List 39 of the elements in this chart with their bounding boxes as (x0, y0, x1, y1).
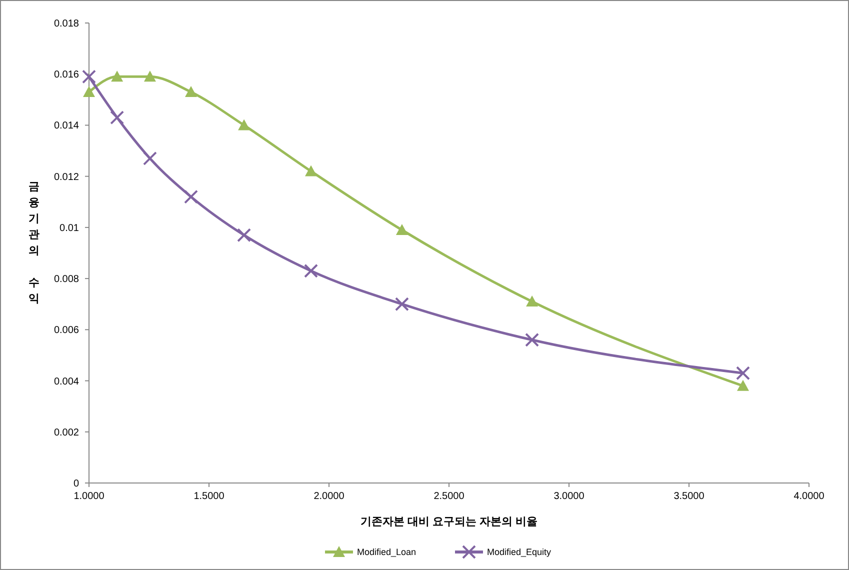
point (110, 110, 124, 125)
x-tick-label: 3.0000 (554, 491, 585, 502)
y-tick-label: 0.008 (54, 274, 80, 286)
legend-label: Modified_Equity (487, 547, 552, 558)
y-tick-label: 0.01 (60, 222, 80, 234)
point (305, 165, 317, 176)
y-tick-label: 0.016 (54, 70, 80, 81)
y-tick-label: 0.014 (54, 120, 80, 132)
point (394, 297, 409, 312)
y-tick-label: 0.004 (54, 376, 80, 388)
x-tick-label: 1.0000 (74, 491, 105, 502)
point (737, 380, 749, 391)
x-tick-label: 1.5000 (194, 491, 225, 502)
point (142, 151, 157, 166)
point (111, 70, 124, 82)
x-axis-title: 기존자본 대비 요구되는 자본의 비율 (360, 516, 538, 528)
point (238, 119, 250, 130)
point (83, 86, 95, 97)
y-tick-label: 0.006 (54, 325, 80, 336)
x-tick-label: 4.0000 (794, 491, 825, 502)
y-tick-label: 0.002 (54, 427, 80, 438)
x-tick-label: 2.5000 (434, 491, 465, 502)
point (526, 296, 538, 307)
text: 금융기관의 수익 (28, 181, 40, 305)
point (144, 70, 156, 82)
point (525, 332, 540, 347)
y-tick-label: 0 (73, 478, 80, 490)
x-tick-label: 2.0000 (314, 491, 345, 502)
point (82, 70, 96, 84)
y-tick-label: 0.012 (54, 172, 80, 183)
y-tick-label: 0.018 (54, 18, 80, 30)
point (396, 224, 408, 235)
point (185, 86, 197, 97)
legend-label: Modified_Loan (357, 547, 416, 558)
point (304, 264, 318, 278)
point (237, 228, 252, 242)
point (184, 190, 198, 204)
point (736, 366, 750, 380)
x-tick-label: 3.5000 (674, 491, 705, 502)
